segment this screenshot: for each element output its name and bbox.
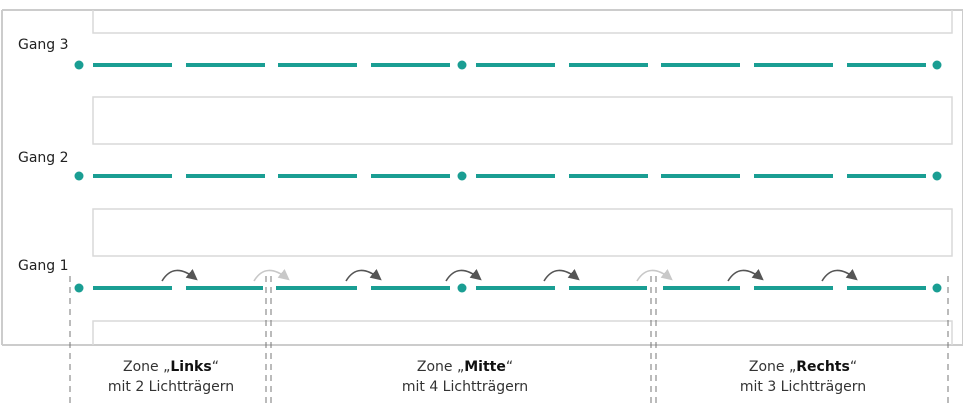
shelf — [92, 208, 953, 257]
zone-caption-rechts: Zone „Rechts“ mit 3 Lichtträgern — [740, 357, 866, 397]
zone-title: Zone „Mitte“ — [416, 359, 514, 375]
light-point — [457, 283, 467, 293]
direction-arrow — [445, 268, 482, 282]
zone-subtitle: mit 3 Lichtträgern — [739, 379, 867, 395]
light-point — [932, 171, 942, 181]
inactive-direction-arrow — [636, 268, 673, 282]
zone-subtitle: mit 2 Lichtträgern — [107, 379, 235, 395]
shelf — [92, 96, 953, 145]
light-point — [74, 283, 84, 293]
light-point — [932, 283, 942, 293]
direction-arrow — [543, 268, 580, 282]
zone-caption-mitte: Zone „Mitte“ mit 4 Lichtträgern — [402, 357, 528, 397]
shelf-top — [92, 10, 953, 34]
zone-subtitle: mit 4 Lichtträgern — [401, 379, 529, 395]
aisle-label-gang-3: Gang 3 — [18, 37, 69, 53]
light-point — [457, 60, 467, 70]
inactive-direction-arrow — [253, 268, 290, 282]
light-point — [74, 60, 84, 70]
direction-arrow — [821, 268, 858, 282]
light-point — [74, 171, 84, 181]
light-point — [932, 60, 942, 70]
direction-arrow — [345, 268, 382, 282]
zone-caption-links: Zone „Links“ mit 2 Lichtträgern — [108, 357, 234, 397]
direction-arrow — [161, 268, 198, 282]
direction-arrow — [727, 268, 764, 282]
aisle-label-gang-2: Gang 2 — [18, 150, 69, 166]
room-frame — [1, 9, 963, 346]
shelf-bottom — [92, 320, 953, 345]
zone-title: Zone „Rechts“ — [748, 359, 858, 375]
zone-title: Zone „Links“ — [123, 359, 219, 375]
light-point — [457, 171, 467, 181]
aisle-label-gang-1: Gang 1 — [18, 258, 69, 274]
